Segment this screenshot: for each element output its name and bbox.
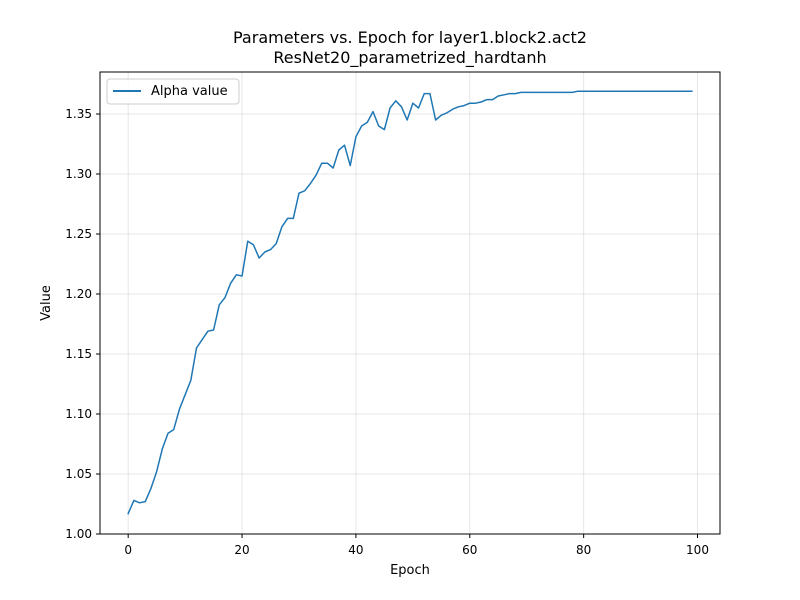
y-tick-label: 1.20 <box>65 287 92 301</box>
x-tick-label: 60 <box>462 543 477 557</box>
series-line-alpha-value <box>127 90 693 515</box>
chart-title: Parameters vs. Epoch for layer1.block2.a… <box>233 28 587 47</box>
y-tick-label: 1.30 <box>65 167 92 181</box>
y-tick-label: 1.00 <box>65 527 92 541</box>
x-tick-label: 80 <box>576 543 591 557</box>
y-tick-label: 1.15 <box>65 347 92 361</box>
x-tick-label: 40 <box>348 543 363 557</box>
x-tick-label: 100 <box>686 543 709 557</box>
grid <box>100 72 720 535</box>
y-tick-label: 1.05 <box>65 467 92 481</box>
y-tick-label: 1.25 <box>65 227 92 241</box>
plot-area <box>127 90 693 515</box>
y-axis-label: Value <box>39 285 54 321</box>
legend: Alpha value <box>106 78 240 105</box>
y-tick-label: 1.35 <box>65 107 92 121</box>
x-tick-label: 0 <box>124 543 132 557</box>
legend-box <box>106 78 240 105</box>
legend-label-alpha-value: Alpha value <box>151 84 228 99</box>
y-tick-label: 1.10 <box>65 407 92 421</box>
chart-subtitle: ResNet20_parametrized_hardtanh <box>273 48 546 68</box>
x-tick-label: 20 <box>234 543 249 557</box>
axis-ticks: 0 20 40 60 80 100 1.00 1.05 1.10 1.15 1.20 1.25 1.30… <box>65 107 709 557</box>
axes-frame <box>99 71 721 535</box>
x-axis-label: Epoch <box>390 563 430 578</box>
